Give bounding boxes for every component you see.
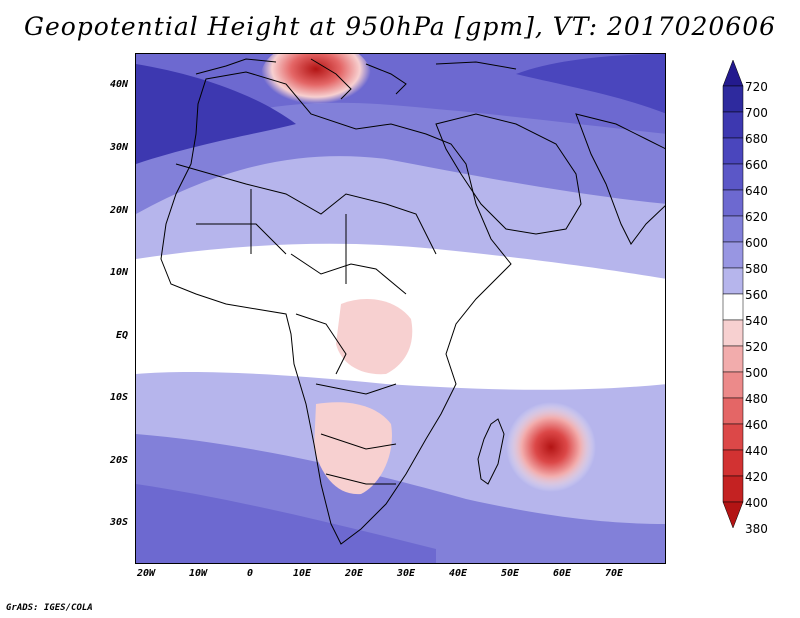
- colorbar-label-720: 720: [745, 80, 768, 94]
- lat-label-30s: 30S: [109, 517, 128, 528]
- colorbar-label-540: 540: [745, 314, 768, 328]
- colorbar-label-520: 520: [745, 340, 768, 354]
- lat-label-10s: 10S: [109, 392, 128, 403]
- field-southwest-high: [136, 484, 436, 563]
- lat-label-30n: 30N: [109, 142, 128, 153]
- colorbar-label-640: 640: [745, 184, 768, 198]
- colorbar-cell-380: [722, 501, 744, 529]
- colorbar-cell-460: [722, 397, 744, 425]
- colorbar-cell-620: [722, 189, 744, 217]
- field-cyclone-low: [506, 402, 596, 492]
- lon-label-50e: 50E: [500, 568, 520, 579]
- lat-label-20s: 20S: [109, 455, 128, 466]
- geopotential-map: [136, 54, 665, 563]
- colorbar-label-480: 480: [745, 392, 768, 406]
- lat-label-40n: 40N: [109, 79, 128, 90]
- colorbar-label-660: 660: [745, 158, 768, 172]
- colorbar-cell-600: [722, 215, 744, 243]
- lat-label-10n: 10N: [109, 267, 128, 278]
- lon-label-60e: 60E: [552, 568, 572, 579]
- colorbar-label-600: 600: [745, 236, 768, 250]
- colorbar-cell-640: [722, 163, 744, 191]
- colorbar-cell-400: [722, 475, 744, 503]
- chart-title: Geopotential Height at 950hPa [gpm], VT:…: [23, 12, 777, 41]
- lat-label-20n: 20N: [109, 205, 128, 216]
- field-northwest-high: [136, 64, 296, 164]
- colorbar-cell-720: [722, 60, 744, 87]
- field-northeast-high: [516, 54, 665, 114]
- colorbar-cell-660: [722, 137, 744, 165]
- lon-label-30e: 30E: [396, 568, 416, 579]
- colorbar-label-420: 420: [745, 470, 768, 484]
- colorbar-cell-420: [722, 449, 744, 477]
- colorbar-label-500: 500: [745, 366, 768, 380]
- colorbar-cell-480: [722, 371, 744, 399]
- colorbar-label-380: 380: [745, 522, 768, 536]
- colorbar-cell-500: [722, 345, 744, 373]
- colorbar-label-700: 700: [745, 106, 768, 120]
- field-southern-africa-low: [314, 402, 392, 495]
- lon-label-20w: 20W: [136, 568, 156, 579]
- colorbar-cell-680: [722, 111, 744, 139]
- lon-label-10e: 10E: [292, 568, 312, 579]
- lat-label-eq: EQ: [115, 330, 128, 341]
- lon-label-40e: 40E: [448, 568, 468, 579]
- colorbar-cell-440: [722, 423, 744, 451]
- colorbar-label-580: 580: [745, 262, 768, 276]
- colorbar-label-560: 560: [745, 288, 768, 302]
- colorbar-cell-560: [722, 267, 744, 295]
- colorbar-label-460: 460: [745, 418, 768, 432]
- colorbar-cell-580: [722, 241, 744, 269]
- colorbar-label-400: 400: [745, 496, 768, 510]
- map-plot-area: [135, 53, 666, 564]
- lon-label-0: 0: [246, 568, 254, 579]
- colorbar-label-620: 620: [745, 210, 768, 224]
- colorbar-cell-520: [722, 319, 744, 347]
- coastlines: [160, 58, 665, 545]
- lon-label-70e: 70E: [604, 568, 624, 579]
- grads-credit: GrADS: IGES/COLA: [6, 603, 93, 613]
- colorbar-cell-700: [722, 85, 744, 113]
- field-central-africa-low: [336, 299, 413, 375]
- lon-label-10w: 10W: [188, 568, 208, 579]
- colorbar-label-440: 440: [745, 444, 768, 458]
- lon-label-20e: 20E: [344, 568, 364, 579]
- colorbar-cell-540: [722, 293, 744, 321]
- colorbar: [722, 60, 744, 529]
- colorbar-label-680: 680: [745, 132, 768, 146]
